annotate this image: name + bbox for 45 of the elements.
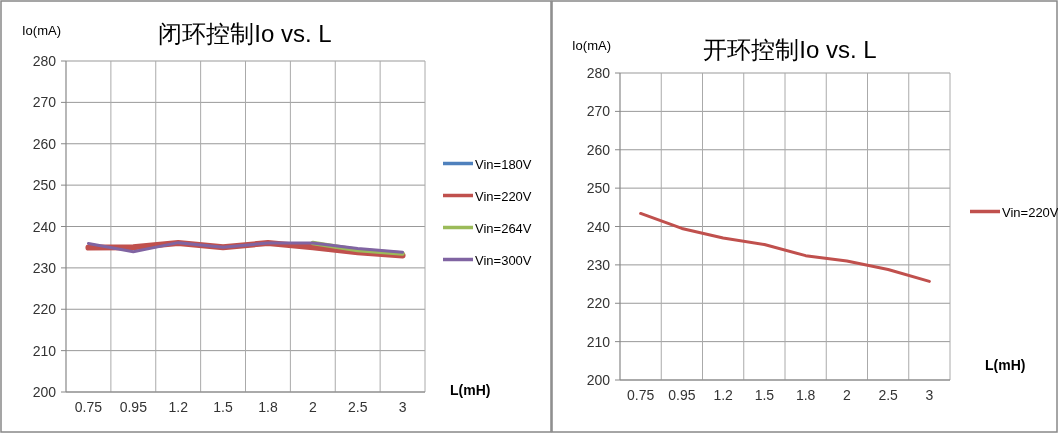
x-axis-title: L(mH) <box>450 382 491 398</box>
y-tick-label: 210 <box>32 342 57 359</box>
y-tick-label: 230 <box>32 259 57 276</box>
legend-label: Vin=220V <box>1002 204 1058 220</box>
y-tick-label: 210 <box>586 333 611 350</box>
x-tick-label: 0.75 <box>627 387 655 403</box>
x-tick-label: 1.2 <box>713 387 734 403</box>
chart-title: 闭环控制Io vs. L <box>158 20 332 47</box>
x-tick-label: 0.95 <box>119 399 148 415</box>
y-tick-label: 240 <box>586 218 611 235</box>
y-tick-label: 230 <box>586 256 611 273</box>
y-tick-label: 220 <box>586 295 611 312</box>
y-axis-title: Io(mA) <box>572 38 611 53</box>
y-tick-label: 260 <box>32 135 57 152</box>
y-tick-label: 250 <box>32 177 57 194</box>
x-tick-label: 1.5 <box>213 399 233 415</box>
y-tick-label: 240 <box>32 218 57 235</box>
x-tick-label: 1.2 <box>168 399 189 415</box>
legend-label: Vin=300V <box>475 252 532 268</box>
x-tick-label: 2.5 <box>878 387 899 403</box>
legend-label: Vin=264V <box>475 220 532 236</box>
x-tick-label: 0.95 <box>668 387 696 403</box>
x-tick-label: 2 <box>842 387 851 403</box>
y-tick-label: 270 <box>32 94 57 111</box>
y-tick-label: 260 <box>586 141 611 158</box>
x-tick-label: 2 <box>308 399 317 415</box>
y-tick-label: 200 <box>32 384 57 400</box>
legend-label: Vin=220V <box>475 188 532 204</box>
x-tick-label: 1.8 <box>258 399 278 415</box>
y-axis-title: Io(mA) <box>22 23 61 38</box>
y-tick-label: 280 <box>586 65 611 81</box>
chart-title: 开环控制Io vs. L <box>703 36 877 63</box>
x-tick-label: 2.5 <box>347 399 368 415</box>
x-tick-label: 1.8 <box>795 387 816 403</box>
y-tick-label: 200 <box>586 372 611 388</box>
legend-label: Vin=180V <box>475 156 532 172</box>
x-tick-label: 0.75 <box>74 399 103 415</box>
x-tick-label: 3 <box>398 399 407 415</box>
x-tick-label: 3 <box>925 387 934 403</box>
x-tick-label: 1.5 <box>754 387 775 403</box>
y-tick-label: 250 <box>586 180 611 197</box>
y-tick-label: 270 <box>586 103 611 120</box>
x-axis-title: L(mH) <box>985 357 1026 373</box>
y-tick-label: 280 <box>32 53 57 69</box>
y-tick-label: 220 <box>32 301 57 318</box>
